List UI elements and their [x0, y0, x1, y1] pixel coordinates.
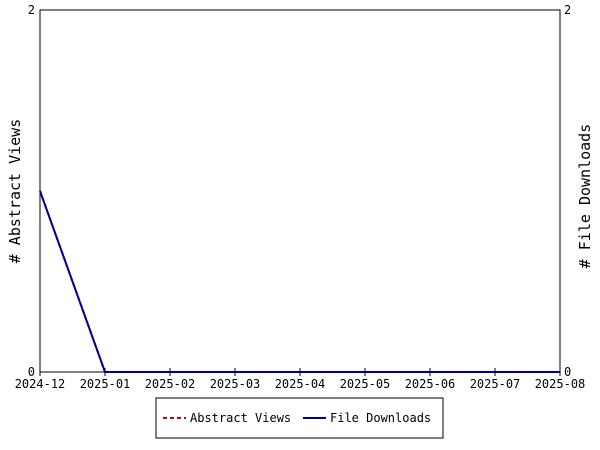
- y-tick-right-bottom: 0: [564, 365, 571, 379]
- x-tick-label: 2025-06: [405, 377, 456, 391]
- plot-area: [39, 9, 561, 373]
- x-tick-label: 2025-04: [275, 377, 326, 391]
- legend: Abstract Views File Downloads: [155, 397, 444, 439]
- x-tick-label: 2025-05: [340, 377, 391, 391]
- x-tick-label: 2025-07: [470, 377, 521, 391]
- legend-box: [155, 397, 444, 439]
- x-tick-label: 2025-02: [145, 377, 196, 391]
- x-tick-label: 2025-01: [80, 377, 131, 391]
- series-layer: [39, 190, 560, 373]
- y-tick-right-top: 2: [564, 3, 571, 17]
- legend-label-abstract-views: Abstract Views: [190, 411, 291, 425]
- legend-label-file-downloads: File Downloads: [330, 411, 431, 425]
- x-tick-label: 2024-12: [15, 377, 66, 391]
- y-axis-title-right: # File Downloads: [576, 124, 594, 269]
- y-tick-left-top: 2: [28, 3, 35, 17]
- x-axis-ticks: 2024-12 2025-01 2025-02 2025-03 2025-04 2025-…: [15, 368, 586, 391]
- x-tick-label: 2025-03: [210, 377, 261, 391]
- x-tick-label: 2025-08: [535, 377, 586, 391]
- y-axis-title-left: # Abstract Views: [6, 119, 24, 264]
- series-line-file-downloads: [39, 190, 560, 373]
- y-tick-left-bottom: 0: [28, 365, 35, 379]
